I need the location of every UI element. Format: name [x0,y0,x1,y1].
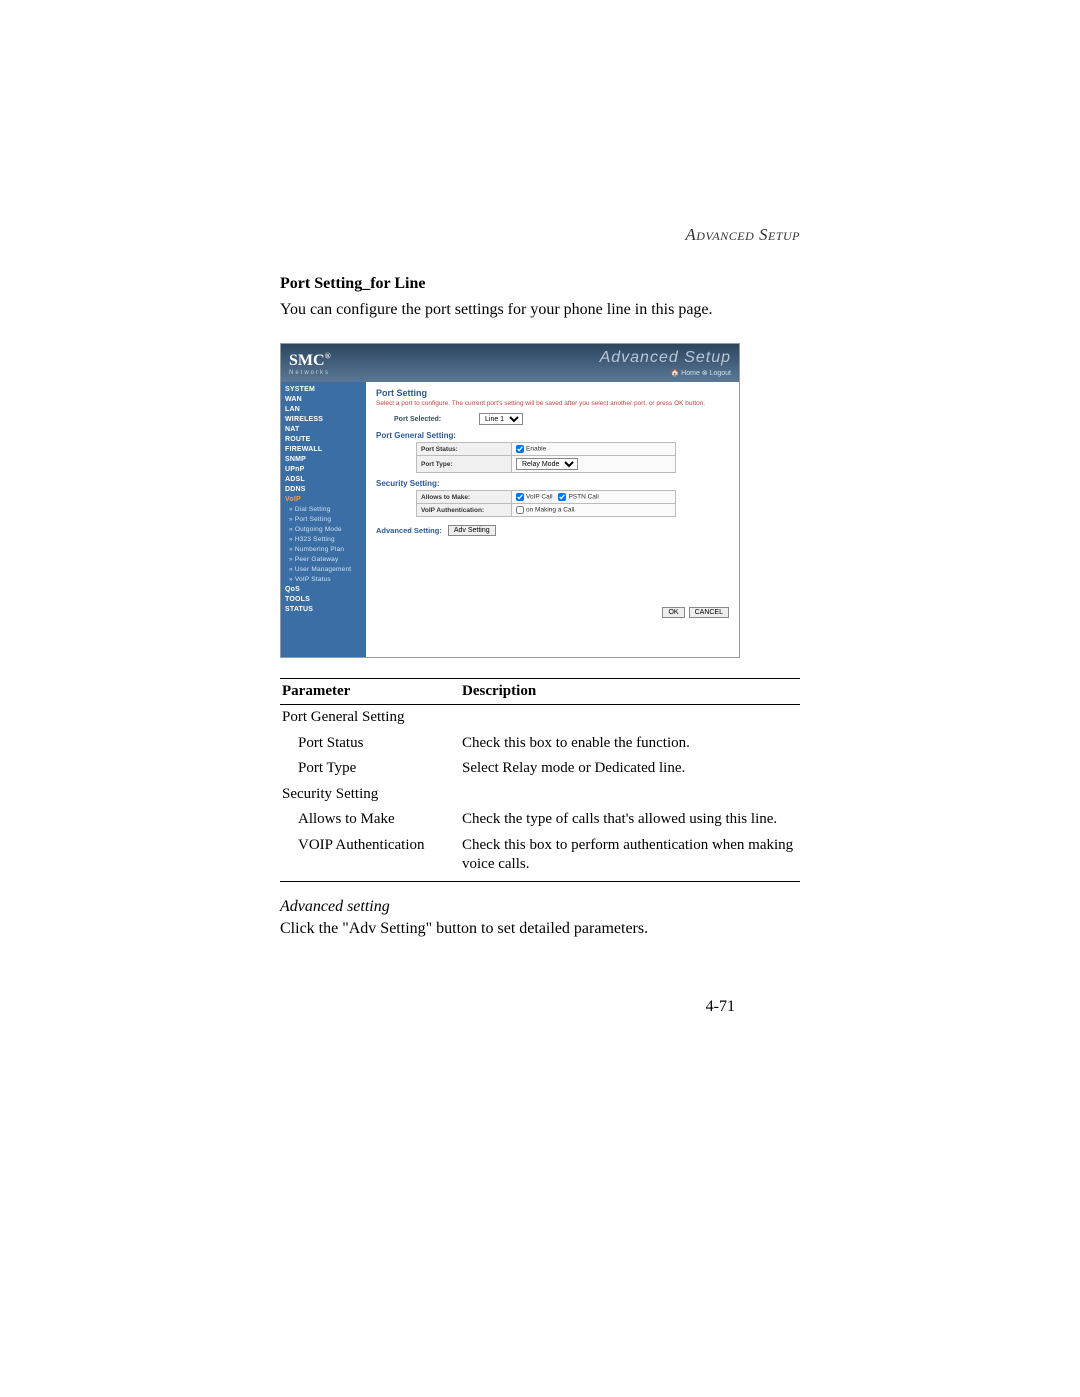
nav-peer-gateway[interactable]: Peer Gateway [281,554,366,564]
enable-label: Enable [526,446,546,453]
header-links[interactable]: 🏠 Home ⊗ Logout [600,369,731,377]
nav-wireless[interactable]: WIRELESS [281,414,366,424]
advanced-setting-desc: Click the "Adv Setting" button to set de… [280,920,800,938]
nav-nat[interactable]: NAT [281,424,366,434]
desc-cell: Select Relay mode or Dedicated line. [460,756,800,782]
nav-firewall[interactable]: FIREWALL [281,444,366,454]
sidebar-nav: SYSTEMWANLANWIRELESSNATROUTEFIREWALLSNMP… [281,382,366,657]
port-selected-dropdown[interactable]: Line 1 [479,413,523,425]
pstn-call-checkbox[interactable] [558,493,566,501]
port-selected-label: Port Selected: [394,416,479,423]
section-title: Port Setting_for Line [280,275,800,293]
panel-title: Port Setting [376,388,729,398]
port-type-dropdown[interactable]: Relay Mode [516,458,578,470]
nav-route[interactable]: ROUTE [281,434,366,444]
nav-adsl[interactable]: ADSL [281,474,366,484]
nav-voip-status[interactable]: VoIP Status [281,574,366,584]
desc-cell: Check this box to perform authentication… [460,833,800,882]
pstn-call-label: PSTN Call [568,494,598,501]
desc-cell [460,705,800,731]
nav-outgoing-mode[interactable]: Outgoing Mode [281,524,366,534]
desc-cell [460,782,800,808]
voip-call-label: VoIP Call [526,494,553,501]
advanced-setting-label: Advanced Setting: [376,526,442,535]
nav-numbering-plan[interactable]: Numbering Plan [281,544,366,554]
nav-lan[interactable]: LAN [281,404,366,414]
security-setting-table: Allows to Make: VoIP Call PSTN Call VoIP… [416,490,676,517]
voip-auth-label: VoIP Authentication: [417,504,512,517]
header-title: Advanced Setup [600,349,731,367]
nav-voip[interactable]: VoIP [281,494,366,504]
port-type-label: Port Type: [417,456,512,473]
nav-upnp[interactable]: UPnP [281,464,366,474]
nav-status[interactable]: STATUS [281,604,366,614]
general-setting-header: Port General Setting: [376,431,729,440]
on-making-checkbox[interactable] [516,506,524,514]
section-description: You can configure the port settings for … [280,299,800,321]
screenshot-header: SMC® Networks Advanced Setup 🏠 Home ⊗ Lo… [281,344,739,382]
desc-cell: Check this box to enable the function. [460,731,800,757]
param-cell: Security Setting [280,782,460,808]
on-making-label: on Making a Call [526,507,574,514]
page-number: 4-71 [280,998,735,1016]
nav-qos[interactable]: QoS [281,584,366,594]
nav-tools[interactable]: TOOLS [281,594,366,604]
param-cell: Port General Setting [280,705,460,731]
allows-label: Allows to Make: [417,491,512,504]
desc-header: Description [460,679,800,705]
chapter-header: Advanced Setup [280,225,800,245]
nav-wan[interactable]: WAN [281,394,366,404]
port-status-label: Port Status: [417,443,512,456]
nav-snmp[interactable]: SNMP [281,454,366,464]
nav-ddns[interactable]: DDNS [281,484,366,494]
general-setting-table: Port Status: Enable Port Type: Relay Mod… [416,442,676,473]
param-cell: VOIP Authentication [280,833,460,882]
nav-user-management[interactable]: User Management [281,564,366,574]
param-cell: Port Status [280,731,460,757]
nav-h323-setting[interactable]: H323 Setting [281,534,366,544]
main-panel: Port Setting Select a port to configure.… [366,382,739,657]
enable-checkbox[interactable] [516,445,524,453]
param-cell: Allows to Make [280,807,460,833]
router-screenshot: SMC® Networks Advanced Setup 🏠 Home ⊗ Lo… [280,343,740,658]
param-header: Parameter [280,679,460,705]
adv-setting-button[interactable]: Adv Setting [448,525,496,536]
param-cell: Port Type [280,756,460,782]
panel-instruction: Select a port to configure. The current … [376,400,729,407]
ok-button[interactable]: OK [662,607,684,618]
nav-port-setting[interactable]: Port Setting [281,514,366,524]
voip-call-checkbox[interactable] [516,493,524,501]
advanced-setting-subhead: Advanced setting [280,898,800,916]
nav-system[interactable]: SYSTEM [281,384,366,394]
security-setting-header: Security Setting: [376,479,729,488]
cancel-button[interactable]: CANCEL [689,607,729,618]
nav-dial-setting[interactable]: Dial Setting [281,504,366,514]
desc-cell: Check the type of calls that's allowed u… [460,807,800,833]
parameter-table: Parameter Description Port General Setti… [280,678,800,882]
logo: SMC® Networks [289,351,331,375]
